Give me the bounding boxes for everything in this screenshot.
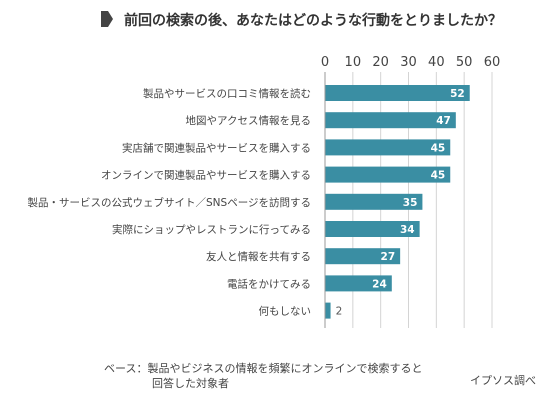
category-labels: 製品やサービスの口コミ情報を読む地図やアクセス情報を見る実店舗で関連製品やサービ… [28, 87, 311, 318]
source-label: イプソス調べ [470, 373, 536, 387]
category-label: 実際にショップやレストランに行ってみる [112, 223, 311, 236]
x-tick-label: 10 [345, 55, 362, 70]
bar [325, 248, 401, 265]
title-marker-icon [101, 11, 113, 27]
category-label: 製品・サービスの公式ウェブサイト／SNSページを訪問する [28, 196, 311, 209]
value-label: 2 [336, 306, 343, 318]
value-labels: 52 47 45 45 35 34 27 24 2 [336, 88, 465, 318]
bars [325, 85, 470, 319]
value-label: 45 [431, 170, 446, 182]
value-label: 35 [403, 197, 418, 209]
value-label: 45 [431, 142, 446, 154]
category-label: 製品やサービスの口コミ情報を読む [143, 87, 311, 100]
footnote-line-1: ベース：製品やビジネスの情報を頻繁にオンラインで検索すると [104, 361, 422, 375]
category-label: 地図やアクセス情報を見る [186, 114, 311, 127]
footnote-line-2: 回答した対象者 [152, 376, 229, 390]
bar [325, 193, 423, 210]
x-tick-label: 30 [400, 55, 417, 70]
bar [325, 275, 392, 292]
value-label: 24 [372, 278, 387, 290]
value-label: 27 [381, 251, 396, 263]
x-axis-ticks: 0 10 20 30 40 50 60 [321, 55, 500, 70]
bar [325, 302, 331, 319]
bar [325, 221, 420, 237]
x-tick-label: 20 [372, 55, 389, 70]
category-label: 何もしない [259, 305, 312, 318]
category-label: 実店舗で関連製品やサービスを購入する [122, 141, 311, 154]
bar [325, 112, 456, 129]
category-label: 友人と情報を共有する [206, 250, 311, 263]
x-tick-label: 50 [456, 55, 473, 70]
category-label: 電話をかけてみる [227, 277, 311, 290]
chart-title: 前回の検索の後、あなたはどのような行動をとりましたか？ [124, 12, 502, 29]
value-label: 47 [436, 115, 451, 127]
value-label: 34 [400, 224, 415, 236]
bar [325, 166, 451, 183]
category-label: オンラインで関連製品やサービスを購入する [101, 169, 311, 182]
x-tick-label: 0 [321, 55, 329, 70]
value-label: 52 [450, 88, 465, 100]
x-tick-label: 60 [484, 55, 501, 70]
x-tick-label: 40 [428, 55, 445, 70]
bar [325, 85, 470, 101]
bar [325, 139, 451, 156]
